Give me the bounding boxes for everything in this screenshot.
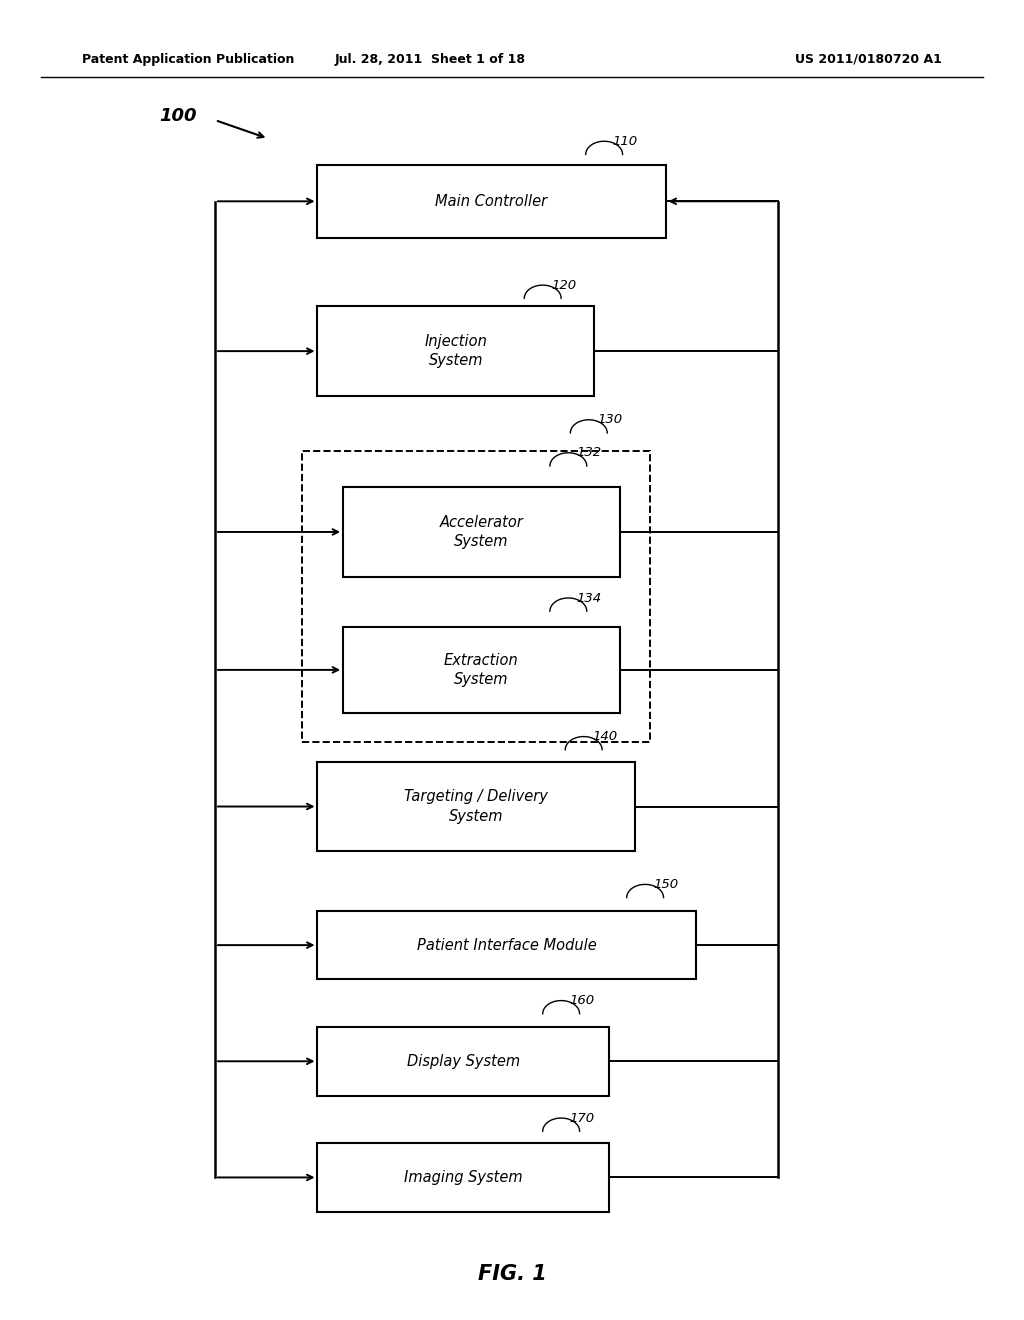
Bar	[317, 1027, 609, 1096]
Text: 100: 100	[159, 107, 197, 125]
Bar	[302, 451, 650, 742]
Text: 130: 130	[597, 413, 623, 426]
Text: FIG. 1: FIG. 1	[477, 1263, 547, 1284]
Bar	[317, 911, 696, 979]
Text: US 2011/0180720 A1: US 2011/0180720 A1	[796, 53, 942, 66]
Text: 170: 170	[569, 1111, 595, 1125]
Text: 110: 110	[612, 135, 638, 148]
Text: Jul. 28, 2011  Sheet 1 of 18: Jul. 28, 2011 Sheet 1 of 18	[335, 53, 525, 66]
Text: Display System: Display System	[407, 1053, 520, 1069]
Bar	[343, 627, 620, 713]
Text: Accelerator
System: Accelerator System	[439, 515, 523, 549]
Text: 132: 132	[577, 446, 602, 459]
Text: Targeting / Delivery
System: Targeting / Delivery System	[404, 789, 548, 824]
Text: 120: 120	[551, 279, 577, 292]
Bar	[343, 487, 620, 577]
Text: Main Controller: Main Controller	[435, 194, 548, 209]
Bar	[317, 306, 594, 396]
Bar	[317, 1143, 609, 1212]
Text: Patient Interface Module: Patient Interface Module	[417, 937, 597, 953]
Text: Extraction
System: Extraction System	[444, 653, 518, 686]
Text: Injection
System: Injection System	[424, 334, 487, 368]
Text: Patent Application Publication: Patent Application Publication	[82, 53, 294, 66]
Bar	[317, 762, 635, 851]
Text: 140: 140	[592, 730, 617, 743]
Text: 160: 160	[569, 994, 595, 1007]
Bar	[317, 165, 666, 238]
Text: Imaging System: Imaging System	[404, 1170, 522, 1185]
Text: 150: 150	[653, 878, 679, 891]
Text: 134: 134	[577, 591, 602, 605]
